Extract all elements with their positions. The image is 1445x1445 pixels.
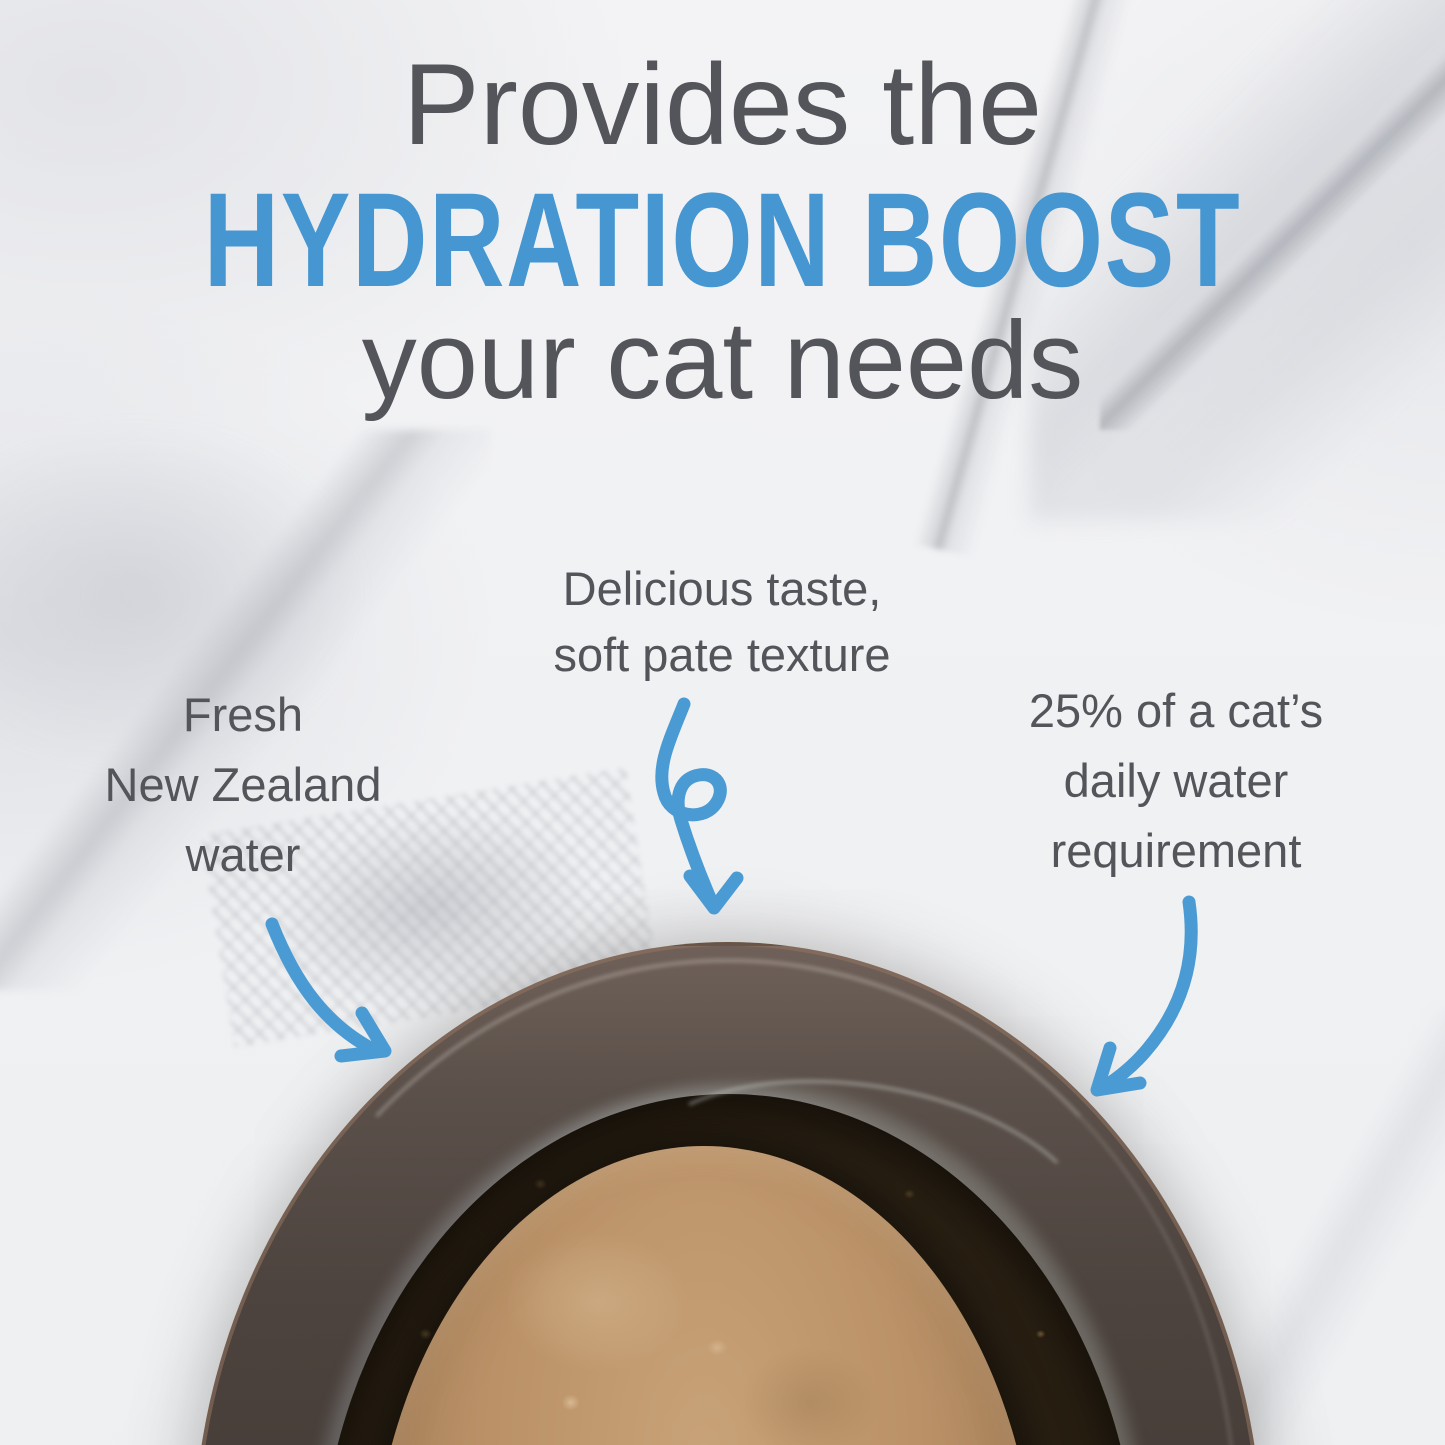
curved-arrow-down-right-icon	[265, 917, 392, 1063]
callout-taste-texture: Delicious taste, soft pate texture	[553, 556, 890, 688]
curved-arrow-down-left-icon	[1090, 895, 1198, 1097]
headline-prefix: Provides the	[402, 41, 1043, 169]
callout-line: Fresh	[182, 688, 304, 741]
loop-arrow-down-icon	[655, 697, 744, 915]
callout-line: requirement	[1050, 824, 1302, 877]
headline-highlight: HYDRATION BOOST	[203, 166, 1242, 315]
cat-food-bowl	[193, 942, 1263, 1445]
callout-line: soft pate texture	[553, 628, 891, 681]
callout-line: daily water	[1063, 754, 1289, 807]
callout-line: water	[185, 828, 301, 881]
callout-fresh-water: Fresh New Zealand water	[105, 680, 382, 890]
callout-line: 25% of a cat’s	[1028, 684, 1324, 737]
headline-suffix: your cat needs	[361, 299, 1084, 422]
callout-line: Delicious taste,	[562, 562, 882, 615]
callout-line: New Zealand	[104, 758, 382, 811]
callout-daily-water: 25% of a cat’s daily water requirement	[1029, 676, 1323, 886]
